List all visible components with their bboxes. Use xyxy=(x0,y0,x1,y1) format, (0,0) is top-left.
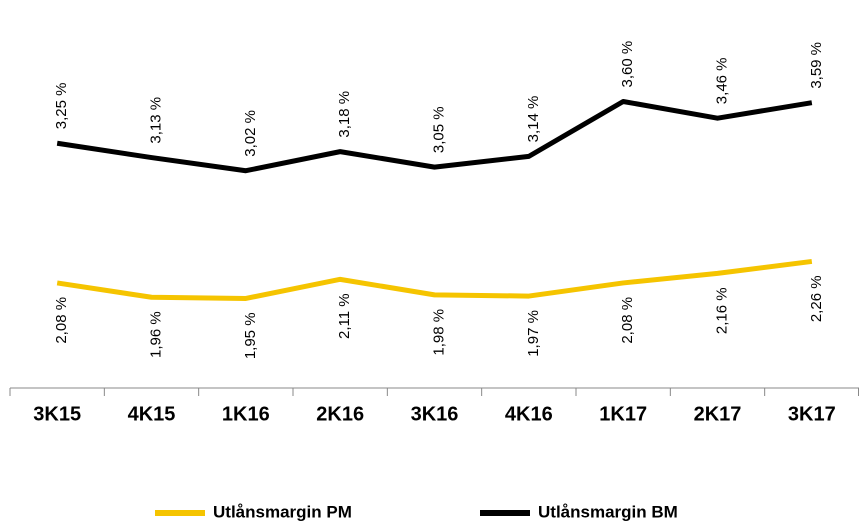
value-label: 1,95 % xyxy=(242,312,259,359)
x-tick-label: 1K16 xyxy=(222,403,270,425)
x-tick-label: 3K16 xyxy=(411,403,459,425)
value-label: 2,26 % xyxy=(808,275,825,322)
legend-label: Utlånsmargin BM xyxy=(538,502,678,521)
value-label: 1,97 % xyxy=(525,310,542,357)
series-line xyxy=(56,98,813,174)
value-label: 3,13 % xyxy=(147,97,164,144)
value-label: 1,96 % xyxy=(147,311,164,358)
value-label: 3,02 % xyxy=(242,110,259,157)
value-label: 3,46 % xyxy=(713,57,730,104)
value-label: 2,11 % xyxy=(336,293,353,339)
value-label: 3,59 % xyxy=(808,42,825,89)
value-label: 3,05 % xyxy=(430,106,447,153)
value-label: 3,25 % xyxy=(53,83,70,130)
legend-label: Utlånsmargin PM xyxy=(213,502,352,521)
x-tick-label: 4K16 xyxy=(505,403,553,425)
value-label: 2,16 % xyxy=(713,287,730,334)
value-label: 3,60 % xyxy=(619,41,636,88)
x-tick-label: 3K17 xyxy=(788,403,836,425)
x-tick-label: 2K16 xyxy=(316,403,364,425)
x-tick-label: 1K17 xyxy=(599,403,647,425)
x-tick-label: 3K15 xyxy=(33,403,81,425)
x-tick-label: 2K17 xyxy=(694,403,742,425)
x-tick-label: 4K15 xyxy=(128,403,176,425)
value-label: 2,08 % xyxy=(619,297,636,344)
value-label: 1,98 % xyxy=(430,309,447,356)
series-line xyxy=(56,258,813,301)
value-label: 3,14 % xyxy=(525,96,542,143)
value-label: 3,18 % xyxy=(336,91,353,138)
value-label: 2,08 % xyxy=(53,297,70,344)
